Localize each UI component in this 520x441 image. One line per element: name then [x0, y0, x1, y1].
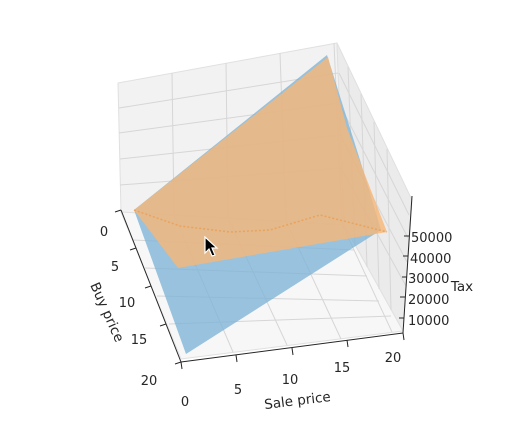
tax-axis-line: [402, 195, 413, 334]
tax-tick-40000: 40000: [410, 252, 451, 267]
surface-series-2: [134, 57, 387, 268]
sale-price-tick-10: 10: [282, 373, 299, 388]
arrow-cursor-icon: [204, 236, 219, 257]
buy-price-tick-marks: [114, 209, 182, 365]
buy-price-tick-10: 10: [119, 296, 136, 311]
tax-tick-30000: 30000: [408, 272, 449, 287]
sale-price-tick-5: 5: [234, 383, 242, 398]
tax-tick-10000: 10000: [408, 314, 449, 329]
buy-price-axis-label: Buy price: [86, 280, 127, 345]
tax-tick-marks: [399, 235, 409, 319]
surface-series-2-ridge: [133, 209, 388, 233]
tax-tick-20000: 20000: [408, 293, 449, 308]
sale-price-tick-15: 15: [334, 361, 351, 376]
buy-price-tick-labels: 0 5 10 15 20: [100, 225, 157, 389]
sale-price-tick-marks: [180, 332, 405, 370]
sale-price-tick-0: 0: [181, 395, 189, 410]
tax-tick-50000: 50000: [411, 231, 452, 246]
buy-price-tick-5: 5: [111, 260, 119, 275]
tax-tick-labels: 10000 20000 30000 40000 50000: [408, 231, 452, 329]
sale-price-axis-line: [180, 332, 404, 363]
sale-price-tick-20: 20: [385, 351, 402, 366]
buy-price-tick-0: 0: [100, 225, 108, 240]
buy-price-tick-15: 15: [131, 333, 148, 348]
sale-price-axis-label: Sale price: [263, 389, 331, 413]
sale-price-tick-labels: 0 5 10 15 20: [181, 351, 401, 410]
buy-price-tick-20: 20: [141, 374, 158, 389]
tax-axis-label: Tax: [450, 279, 473, 295]
